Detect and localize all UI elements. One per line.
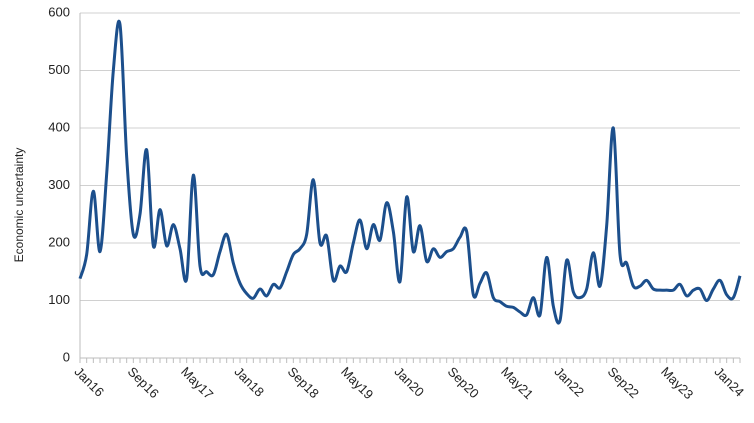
- y-tick-label: 600: [48, 4, 70, 19]
- x-tick-label: Jan16: [71, 364, 107, 400]
- x-tick-label: Sep20: [445, 364, 482, 401]
- x-tick-label: Jan18: [231, 364, 267, 400]
- x-tick-label: May23: [658, 364, 696, 402]
- x-tick-label: Sep22: [605, 364, 642, 401]
- x-tick-label: Jan24: [711, 364, 747, 400]
- x-tick-label: Jan20: [391, 364, 427, 400]
- y-tick-label: 300: [48, 177, 70, 192]
- y-tick-label: 100: [48, 292, 70, 307]
- x-tick-label: Sep16: [125, 364, 162, 401]
- x-tick-label: Jan22: [551, 364, 587, 400]
- y-tick-label: 0: [63, 349, 70, 364]
- line-series: [78, 19, 742, 325]
- x-tick-label: May17: [178, 364, 216, 402]
- x-tick-label: Sep18: [285, 364, 322, 401]
- y-tick-label: 200: [48, 234, 70, 249]
- y-axis-label: Economic uncertainty: [12, 148, 26, 263]
- y-tick-label: 500: [48, 62, 70, 77]
- y-tick-label: 400: [48, 119, 70, 134]
- x-tick-label: May21: [498, 364, 536, 402]
- x-tick-label: May19: [338, 364, 376, 402]
